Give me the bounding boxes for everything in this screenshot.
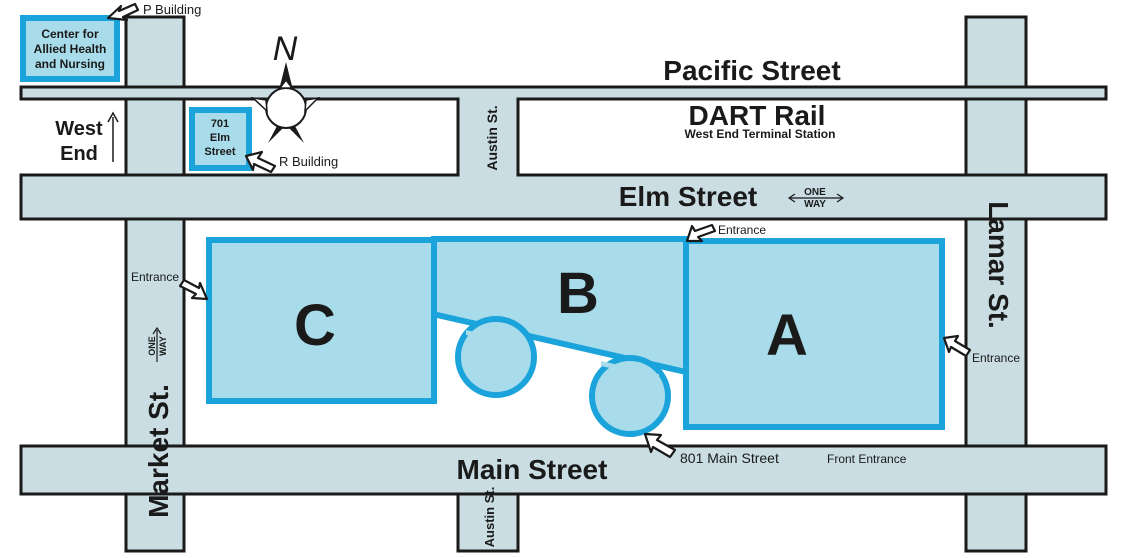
street-labels: Pacific Street DART Rail West End Termin… xyxy=(55,55,1014,547)
elm-one-way-line2: WAY xyxy=(804,199,826,210)
pacific-street-label: Pacific Street xyxy=(663,55,840,86)
elm-701-line3: Street xyxy=(204,146,236,158)
entrance-right-arrow-icon xyxy=(942,334,972,358)
center-allied-health-box[interactable] xyxy=(20,15,120,82)
entrance-right-callout[interactable]: Entrance xyxy=(942,334,1020,365)
elm-701-box[interactable] xyxy=(189,107,252,171)
lamar-street-label: Lamar St. xyxy=(983,201,1014,329)
building-b-rotunda-left[interactable] xyxy=(455,316,537,398)
front-entrance-arrow-icon xyxy=(643,432,677,459)
west-end-label-line2: End xyxy=(60,143,98,165)
dart-rail-line xyxy=(19,85,1108,101)
austin-street-bottom-road xyxy=(456,491,520,553)
market-one-way-line1: ONE xyxy=(147,336,157,356)
center-allied-health-line1: Center for xyxy=(41,27,99,41)
building-c-label: C xyxy=(294,293,336,358)
entrance-left-callout[interactable]: Entrance xyxy=(131,270,209,301)
entrance-right-label: Entrance xyxy=(972,351,1020,365)
r-building-label: R Building xyxy=(279,154,338,169)
center-allied-health-line2: Allied Health xyxy=(34,42,107,56)
building-a-label: A xyxy=(766,303,808,368)
p-building-label: P Building xyxy=(143,2,201,17)
entrance-left-label: Entrance xyxy=(131,270,179,284)
entrance-left-arrow-icon xyxy=(178,278,209,301)
roads xyxy=(19,15,1108,553)
main-street-label: Main Street xyxy=(457,454,608,485)
market-street-label: Market St. xyxy=(143,384,174,518)
entrance-top-callout[interactable]: Entrance xyxy=(685,223,766,243)
compass-north-letter: N xyxy=(273,30,298,68)
west-end-label-line1: West xyxy=(55,118,103,140)
austin-street-bottom-label: Austin St. xyxy=(482,487,497,548)
elm-street-label: Elm Street xyxy=(619,181,758,212)
intersection-fill xyxy=(127,88,1025,493)
p-building-arrow-icon xyxy=(106,2,140,22)
elm-701-building[interactable]: 701 Elm Street xyxy=(189,107,252,171)
entrance-top-label: Entrance xyxy=(718,223,766,237)
main-buildings: A B C xyxy=(206,236,945,437)
rotunda-right-seam xyxy=(601,361,659,379)
market-one-way-line2: WAY xyxy=(158,336,168,356)
building-c[interactable] xyxy=(206,237,437,404)
rotunda-left-seam xyxy=(466,330,526,349)
elm-one-way-line1: ONE xyxy=(804,187,826,198)
main-street-road xyxy=(19,444,1108,496)
west-end-arrow-icon xyxy=(107,111,119,162)
p-building-callout[interactable]: P Building xyxy=(106,2,201,22)
front-entrance-callout[interactable]: 801 Main Street Front Entrance xyxy=(643,432,907,466)
center-allied-health-line3: and Nursing xyxy=(35,57,105,71)
r-building-callout[interactable]: R Building xyxy=(244,150,338,174)
r-building-arrow-icon xyxy=(244,150,277,174)
north-compass-icon: N xyxy=(250,30,321,143)
elm-one-way-sign: ONE WAY xyxy=(787,187,845,210)
elm-701-line2: Elm xyxy=(210,132,230,144)
dart-station-label: West End Terminal Station xyxy=(685,127,836,141)
market-one-way-sign: ONE WAY xyxy=(147,326,168,362)
building-b-rotunda-right[interactable] xyxy=(589,355,671,437)
elm-701-line1: 701 xyxy=(211,118,229,130)
building-a[interactable] xyxy=(683,238,945,430)
center-allied-health-building[interactable]: Center for Allied Health and Nursing xyxy=(20,15,120,82)
front-address-label: 801 Main Street xyxy=(680,450,779,466)
dart-rail-label: DART Rail xyxy=(689,100,826,131)
elm-street-road xyxy=(19,173,1108,221)
entrance-top-arrow-icon xyxy=(685,223,717,243)
austin-street-top-label: Austin St. xyxy=(484,105,500,170)
building-b-label: B xyxy=(557,261,599,326)
front-entrance-label: Front Entrance xyxy=(827,452,907,466)
